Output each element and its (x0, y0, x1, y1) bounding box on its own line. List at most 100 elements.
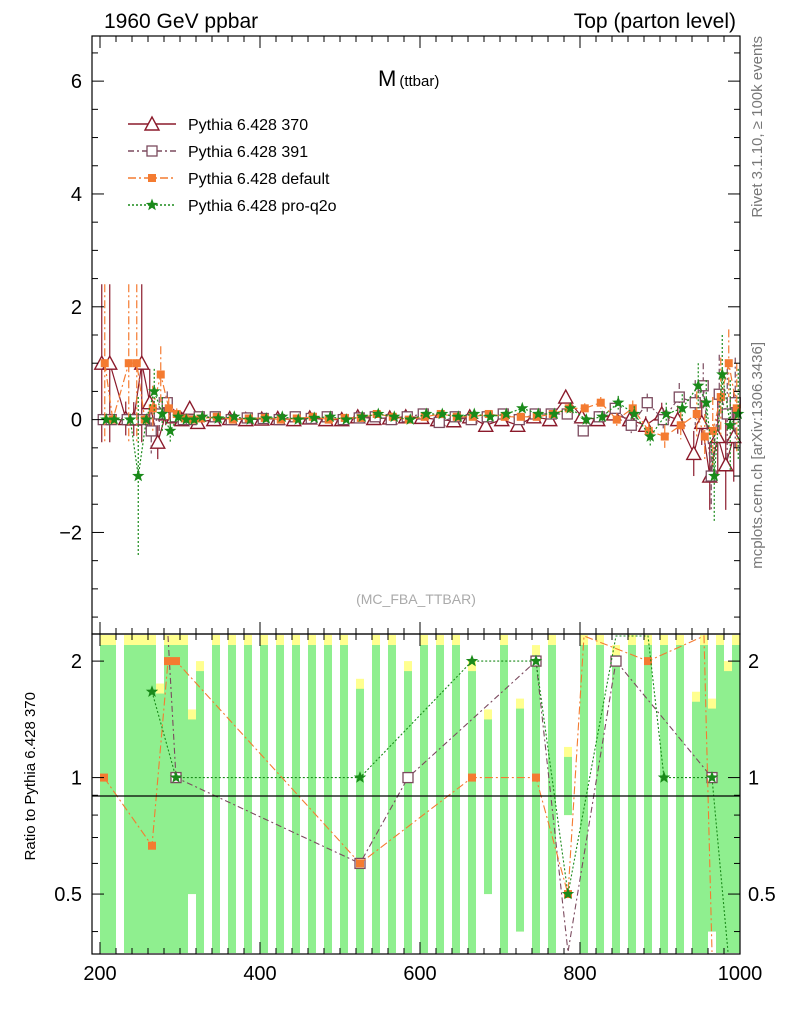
data-point (212, 412, 225, 424)
data-point (500, 407, 513, 420)
ratio-band-inner (140, 645, 148, 953)
ratio-data-point (402, 771, 414, 784)
x-tick-label: 800 (563, 963, 596, 985)
data-point (149, 433, 166, 449)
data-point (148, 404, 157, 413)
ratio-band-inner (228, 645, 236, 953)
data-point (196, 410, 209, 423)
legend-marker (148, 174, 156, 182)
header-right: Top (parton level) (574, 10, 736, 33)
ratio-band-inner (452, 645, 460, 953)
data-point (356, 410, 369, 423)
data-point (700, 432, 709, 441)
ratio-band-inner (548, 645, 556, 953)
data-point (725, 428, 742, 444)
data-point (580, 413, 593, 425)
data-point (689, 397, 701, 409)
data-point (132, 469, 145, 482)
ratio-data-layer (100, 635, 729, 953)
ratio-y-tick-label: 2 (71, 651, 82, 673)
ratio-bands (100, 635, 740, 953)
data-point (436, 407, 449, 420)
ratio-band-inner (716, 645, 724, 953)
data-point (673, 391, 685, 403)
ratio-band-inner (244, 645, 252, 953)
ratio-y-tick-label: 2 (748, 651, 759, 673)
data-point (708, 469, 721, 482)
legend: Pythia 6.428 370 Pythia 6.428 391 Pythia 6… (128, 115, 337, 215)
data-point (660, 432, 669, 441)
data-point (716, 368, 729, 380)
data-point (577, 425, 589, 437)
legend-marker (145, 198, 159, 211)
data-point (164, 404, 173, 413)
data-point (676, 401, 689, 414)
series-group (100, 335, 745, 556)
data-point (692, 379, 705, 391)
data-point (452, 410, 465, 423)
data-point (628, 407, 641, 420)
x-tick-label: 1000 (718, 963, 763, 985)
ratio-band-inner (292, 645, 300, 953)
legend-label: Pythia 6.428 391 (188, 144, 308, 161)
main-data-layer (93, 284, 745, 556)
data-point (404, 413, 417, 425)
ratio-band-inner (196, 671, 204, 953)
y-tick-label: 4 (71, 184, 82, 206)
series-line (106, 374, 739, 477)
series-group (100, 284, 741, 465)
y-tick-label: −2 (59, 522, 82, 544)
legend-marker (146, 145, 158, 157)
ratio-band-inner (212, 645, 220, 953)
y-tick-label: 0 (71, 410, 82, 432)
data-point (612, 415, 621, 424)
mcplots-label: mcplots.cern.ch [arXiv:1306.3436] (749, 342, 766, 569)
data-point (724, 418, 737, 431)
data-point (468, 407, 481, 420)
data-point (564, 401, 577, 414)
data-point (580, 404, 589, 413)
ratio-band-inner (644, 645, 652, 953)
ratio-band-inner (596, 645, 604, 953)
data-point (612, 396, 625, 408)
chart-title: M (ttbar) (378, 66, 439, 91)
ratio-y-tick-label: 1 (71, 768, 82, 790)
ratio-data-point (532, 773, 540, 782)
data-point (609, 402, 621, 414)
ratio-axis-ticks: 0.5 0.5 1 1 2 2 200 400 600 800 1000 (54, 634, 776, 985)
data-point (132, 359, 141, 368)
ratio-data-point (164, 657, 172, 666)
ratio-data-point (657, 771, 671, 783)
ratio-band-inner (108, 645, 116, 953)
data-point (340, 413, 353, 425)
y-tick-label: 2 (71, 297, 82, 319)
data-point (644, 426, 653, 435)
data-point (156, 370, 165, 379)
ratio-band-inner (324, 645, 332, 953)
ratio-y-tick-label: 0.5 (748, 884, 776, 906)
data-point (657, 413, 669, 426)
ratio-data-point (465, 654, 479, 667)
ratio-y-tick-label: 1 (748, 768, 759, 790)
ratio-band-inner (692, 701, 700, 953)
analysis-label: (MC_FBA_TTBAR) (356, 591, 476, 607)
data-point (685, 444, 702, 461)
ratio-band-inner (500, 645, 508, 953)
ratio-band-inner (100, 645, 108, 953)
data-point (724, 359, 733, 368)
data-point (716, 393, 725, 402)
ratio-band-inner (532, 655, 540, 953)
ratio-data-point (644, 657, 652, 666)
rivet-label: Rivet 3.1.10, ≥ 100k events (749, 36, 766, 218)
ratio-data-point (705, 771, 719, 783)
ratio-data-point (169, 771, 183, 783)
data-point (433, 416, 445, 429)
ratio-band-inner (148, 645, 156, 953)
data-point (516, 401, 529, 414)
ratio-ylabel: Ratio to Pythia 6.428 370 (22, 692, 39, 860)
data-point (188, 413, 201, 425)
data-point (100, 413, 113, 425)
data-point (596, 410, 609, 423)
data-point (717, 456, 734, 472)
